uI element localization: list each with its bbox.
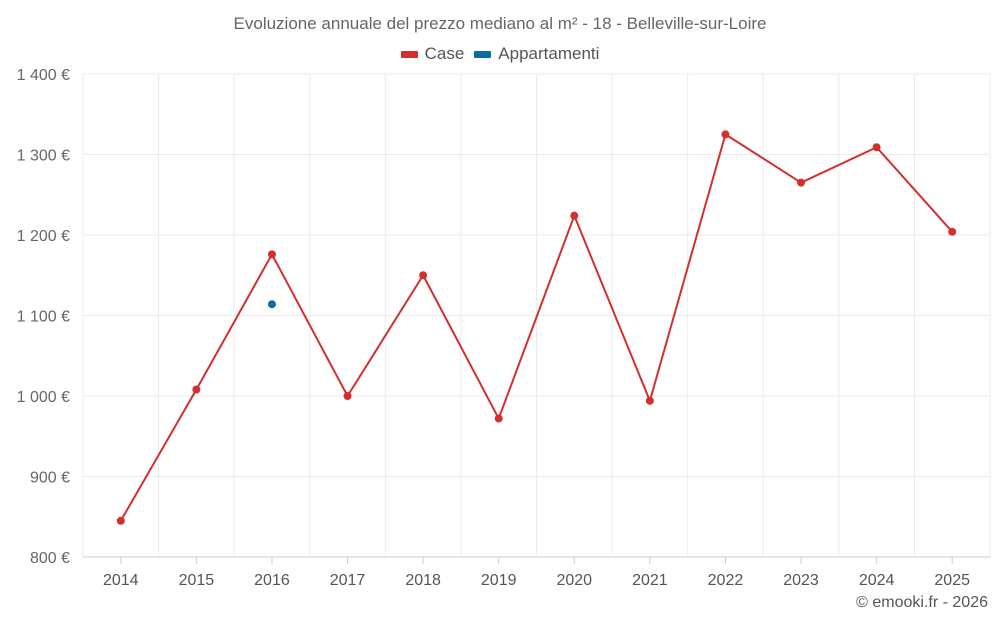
x-tick-label: 2021 [632,572,668,589]
data-point-case [872,143,881,152]
legend-item-appartamenti[interactable]: Appartamenti [474,44,599,64]
data-point-case [797,178,806,187]
data-point-case [721,130,730,139]
x-tick-label: 2018 [405,572,441,589]
x-tick-label: 2014 [103,572,139,589]
x-tick-label: 2015 [179,572,215,589]
x-tick-label: 2019 [481,572,517,589]
data-point-case [267,250,276,259]
x-tick-label: 2024 [859,572,895,589]
data-point-case [570,211,579,220]
legend-label-case: Case [424,44,465,63]
copyright-credit: © emooki.fr - 2026 [856,594,988,611]
data-point-case [645,396,654,405]
data-point-case [494,414,503,423]
y-tick-label: 900 € [30,470,70,487]
legend-swatch-appartamenti [474,50,492,58]
data-point-case [419,271,428,280]
data-point-appartamenti [267,300,276,309]
legend: Case Appartamenti [0,44,1000,64]
y-tick-label: 1 400 € [17,67,70,84]
series-line-case [119,133,953,522]
data-point-case [343,392,352,400]
data-point-case [116,516,125,525]
data-point-case [192,385,201,394]
x-tick-label: 2017 [330,572,366,589]
y-tick-label: 1 200 € [17,228,70,245]
y-tick-label: 1 300 € [17,148,70,165]
x-tick-label: 2016 [254,572,290,589]
legend-item-case[interactable]: Case [400,44,465,64]
chart-title: Evoluzione annuale del prezzo mediano al… [233,14,767,33]
x-tick-label: 2022 [708,572,744,589]
y-tick-label: 1 100 € [17,309,70,326]
x-tick-label: 2023 [783,572,819,589]
y-tick-label: 1 000 € [17,389,70,406]
x-tick-label: 2020 [556,572,592,589]
x-tick-label: 2025 [934,572,970,589]
y-tick-label: 800 € [30,550,70,567]
legend-swatch-case [400,50,418,58]
legend-label-appartamenti: Appartamenti [498,44,600,63]
data-point-case [948,227,957,236]
